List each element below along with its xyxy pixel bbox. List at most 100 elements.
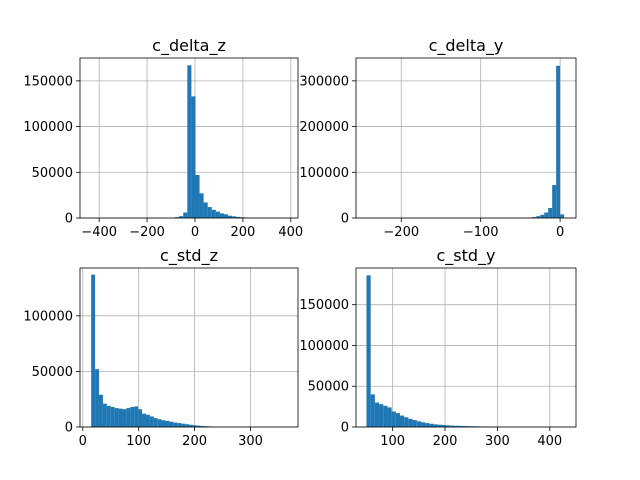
x-tick-label: 0 [191, 225, 199, 240]
histogram-bar [446, 425, 451, 427]
histogram-bar [433, 424, 438, 427]
histogram-bar [387, 407, 392, 427]
histogram-bar [183, 212, 188, 218]
histogram-bar [462, 426, 468, 427]
y-tick-label: 200000 [299, 120, 349, 135]
histogram-bar [175, 217, 180, 218]
y-tick-label: 0 [341, 421, 349, 436]
subplot-c-std-y: 100 200 300 400 0 50000 100000 150000 c_std_y [299, 246, 577, 449]
histogram-bar [185, 424, 189, 427]
histogram-bar [383, 405, 388, 427]
histogram-bar [391, 411, 396, 427]
histogram-bar [173, 422, 178, 427]
histogram-bar [412, 420, 417, 427]
histogram-bar [134, 406, 139, 427]
histogram-bar [366, 275, 371, 427]
histogram-bar [130, 406, 135, 427]
histogram-bar [191, 96, 196, 218]
histogram-bar [532, 217, 537, 218]
x-tick-label: 300 [485, 434, 510, 449]
histogram-bar [203, 202, 208, 218]
histogram-bar [540, 214, 545, 218]
x-tick-label: 0 [556, 225, 564, 240]
x-tick-label: 0 [79, 434, 87, 449]
histogram-bar [467, 426, 472, 427]
y-tick-label: 300000 [299, 74, 349, 89]
histogram-bar [138, 409, 143, 427]
y-tick-label: 150000 [299, 298, 349, 313]
histogram-bar [196, 425, 201, 427]
y-tick-label: 50000 [308, 380, 349, 395]
axes-frame [355, 267, 577, 428]
x-tick-label: 200 [182, 434, 207, 449]
histogram-bar [145, 414, 150, 427]
histogram-bar [219, 213, 224, 218]
histogram-bar [408, 418, 413, 427]
histogram-bar [215, 211, 220, 218]
histogram-bar [179, 216, 184, 218]
histogram-bar [118, 408, 123, 427]
histogram-bar [437, 424, 442, 427]
histogram-bar [395, 413, 400, 427]
histogram-bar [149, 416, 154, 427]
histogram-bar [157, 419, 162, 427]
histogram-bar [232, 216, 237, 218]
axes-frame [355, 57, 577, 219]
histogram-bar [374, 402, 380, 427]
y-tick-label: 0 [65, 421, 73, 436]
histogram-bar [192, 425, 197, 427]
y-tick-label: 50000 [32, 365, 73, 380]
histogram-bar [99, 394, 103, 427]
histogram-bar [544, 212, 549, 218]
x-tick-label: 400 [537, 434, 562, 449]
x-tick-label: 200 [433, 434, 458, 449]
histogram-bar [207, 207, 212, 218]
histogram-bar [552, 185, 557, 218]
histogram-bar [91, 274, 96, 427]
histogram-bar [110, 406, 115, 427]
histogram-bar [450, 425, 455, 427]
histogram-bar [165, 420, 170, 427]
histogram-bar [536, 216, 541, 218]
histogram-bar [200, 425, 205, 427]
histogram-bar [181, 423, 186, 427]
x-tick-label: 400 [278, 225, 303, 240]
histogram-bar [223, 214, 229, 218]
histogram-bar [420, 422, 426, 427]
histogram-bar [441, 425, 447, 427]
histogram-bar [142, 413, 146, 427]
y-tick-label: 50000 [32, 166, 73, 181]
histogram-bar [199, 193, 204, 218]
subplot-title: c_std_y [436, 246, 495, 266]
histogram-bar [106, 405, 111, 427]
subplot-title: c_delta_z [152, 36, 226, 56]
y-tick-label: 150000 [23, 74, 73, 89]
histogram-bar [187, 65, 192, 218]
histogram-bar [560, 214, 565, 218]
axes-frame [79, 267, 299, 428]
histogram-bar [454, 425, 459, 427]
histogram-bar [114, 408, 119, 427]
histogram-bar [161, 420, 166, 427]
x-tick-label: −200 [383, 225, 419, 240]
x-tick-label: 300 [238, 434, 263, 449]
subplot-title: c_delta_y [429, 36, 504, 56]
histogram-bar [228, 215, 233, 218]
x-tick-label: 200 [230, 225, 255, 240]
histogram-bar [189, 424, 193, 427]
subplot-title: c_std_z [160, 246, 218, 266]
histogram-bar [126, 408, 131, 427]
histogram-bar [153, 418, 158, 427]
axes-frame [79, 57, 299, 219]
y-tick-label: 0 [65, 212, 73, 227]
histogram-bar [416, 421, 421, 427]
x-tick-label: 100 [380, 434, 405, 449]
x-tick-label: −400 [81, 225, 117, 240]
histogram-bar [122, 409, 127, 427]
histogram-bar [102, 403, 107, 427]
histogram-bar [211, 209, 216, 218]
histogram-bar [425, 423, 430, 427]
subplot-c-delta-z: −400 −200 0 200 400 0 50000 100000 150000 c_delta… [23, 36, 303, 240]
histogram-bar [458, 425, 463, 427]
